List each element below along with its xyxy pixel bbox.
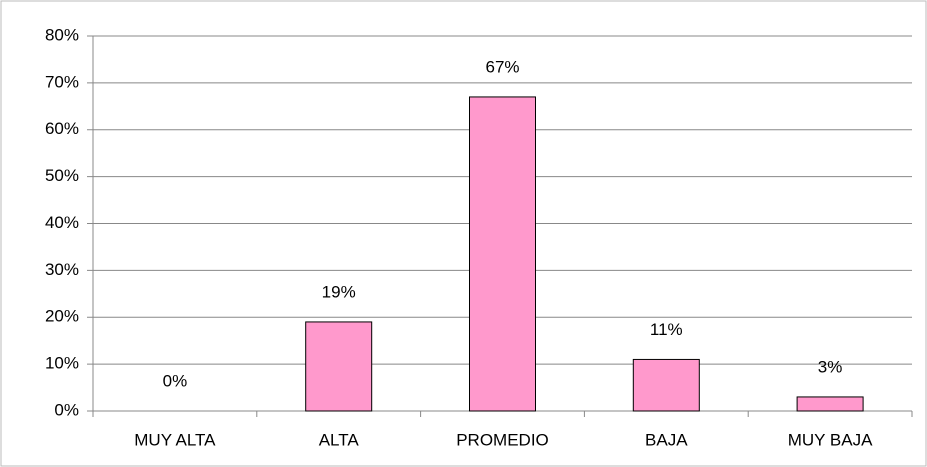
bar — [305, 321, 373, 412]
x-tick-label: MUY ALTA — [134, 430, 216, 449]
x-tick-label: MUY BAJA — [788, 430, 873, 449]
value-label: 3% — [818, 357, 843, 376]
bar — [796, 396, 864, 412]
y-tick-label: 10% — [45, 354, 79, 373]
y-tick-label: 80% — [45, 25, 79, 44]
x-tick-label: ALTA — [319, 430, 360, 449]
x-tick-label: BAJA — [645, 430, 688, 449]
y-tick-label: 50% — [45, 166, 79, 185]
y-tick-label: 20% — [45, 307, 79, 326]
y-tick-label: 70% — [45, 72, 79, 91]
x-tick-label: PROMEDIO — [456, 430, 549, 449]
value-label: 67% — [485, 57, 519, 76]
value-label: 11% — [650, 320, 683, 339]
y-tick-label: 0% — [54, 400, 79, 419]
bar — [632, 358, 700, 412]
y-tick-label: 40% — [45, 213, 79, 232]
value-label: 0% — [163, 371, 188, 390]
bar — [469, 96, 536, 412]
y-tick-label: 60% — [45, 119, 79, 138]
y-tick-label: 30% — [45, 260, 79, 279]
value-label: 19% — [322, 282, 356, 301]
